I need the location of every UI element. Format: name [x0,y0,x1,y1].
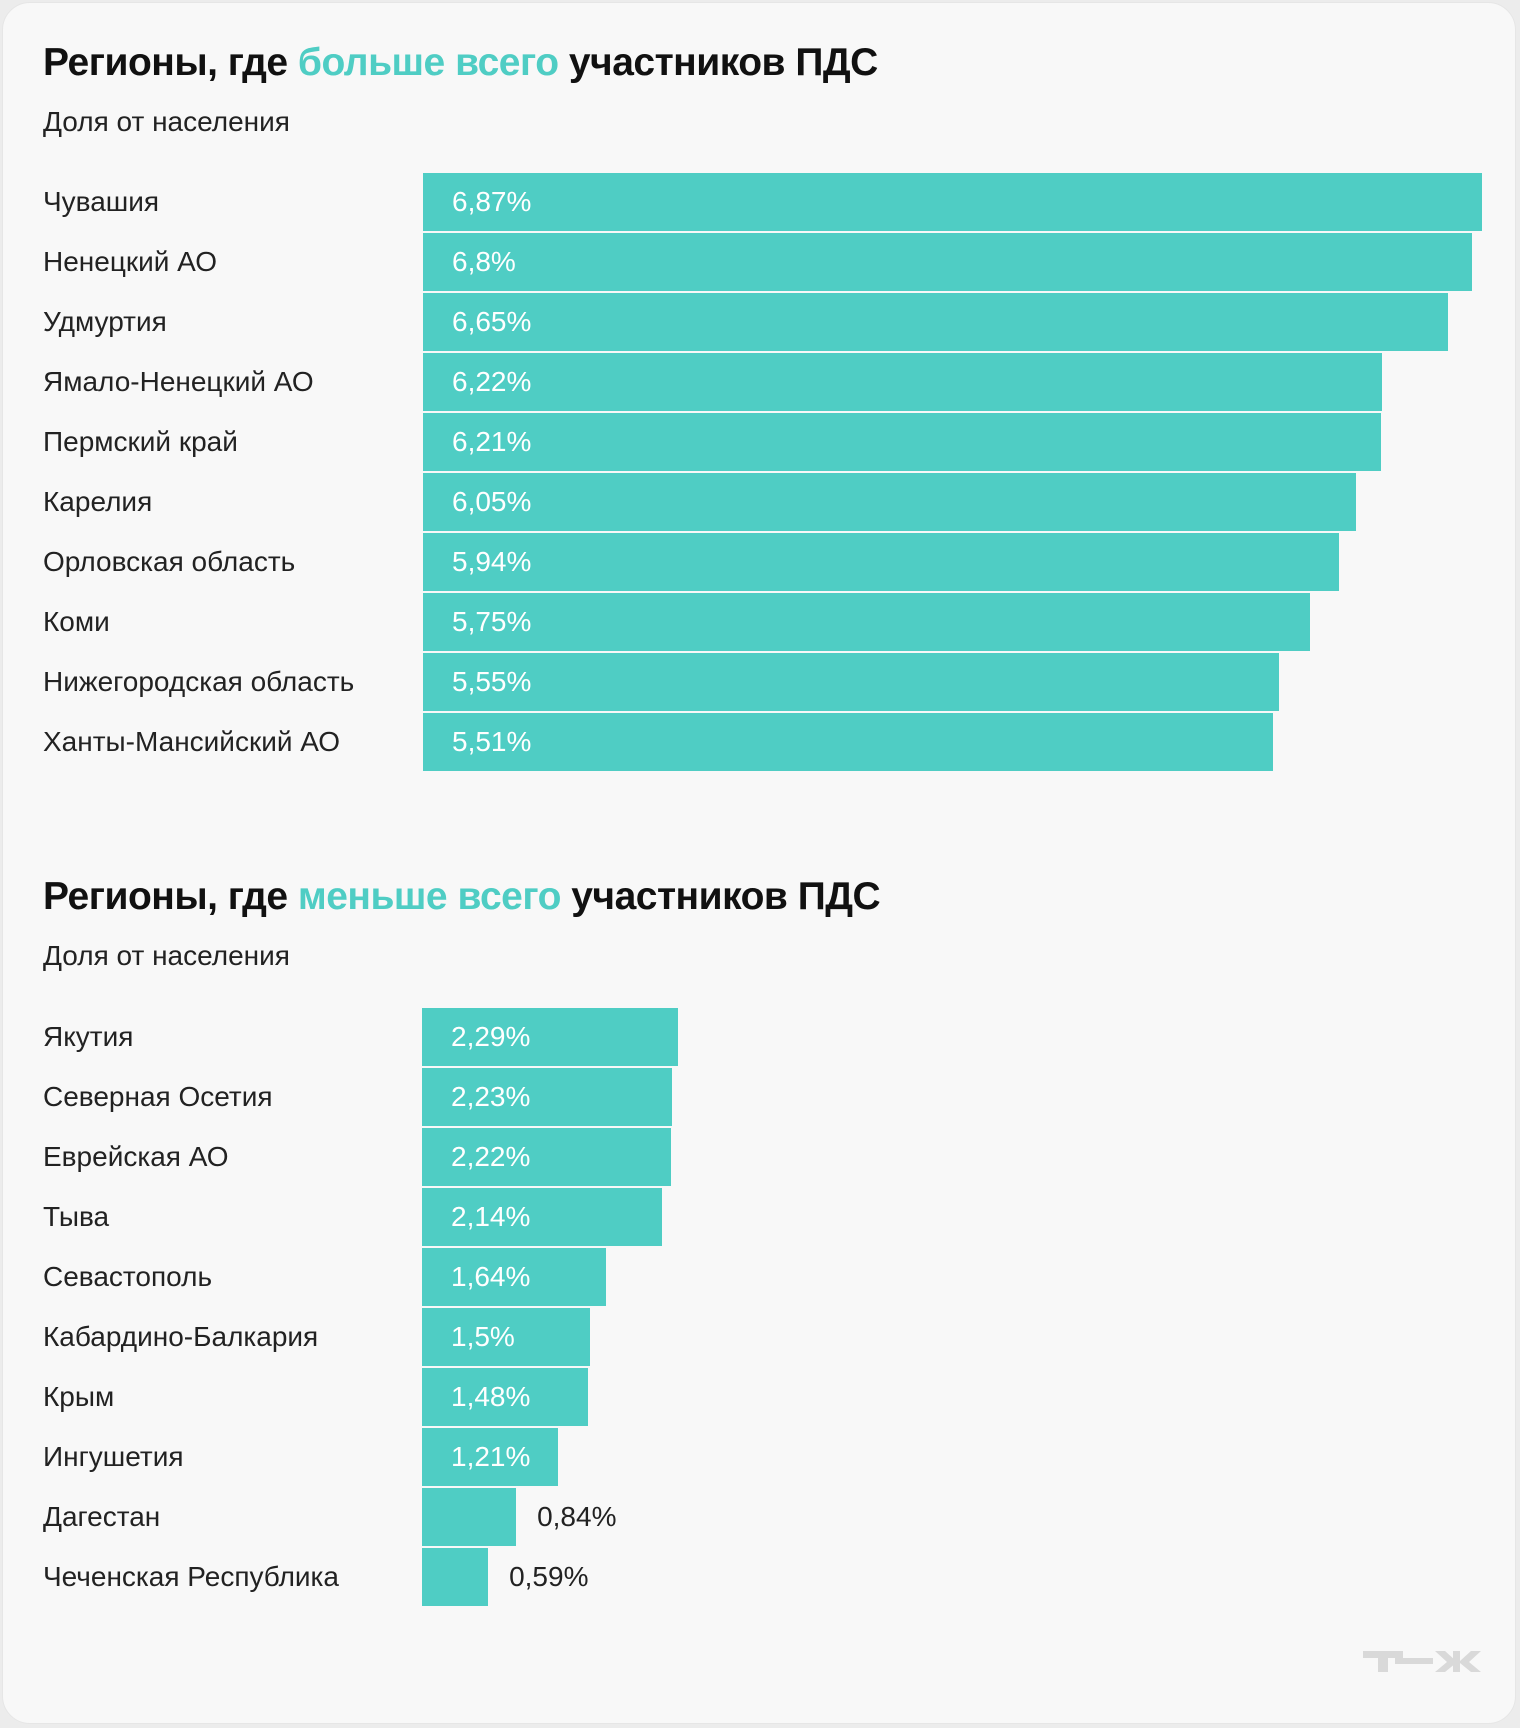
tzh-logo [1363,1651,1481,1672]
category-label: Карелия [43,486,153,517]
bar-row: Севастополь 1,64% [3,1248,1520,1306]
bar [422,1428,558,1486]
bar [423,653,1279,711]
bar-row: Тыва 2,14% [3,1188,1520,1246]
bar [422,1368,588,1426]
bar [423,173,1483,231]
category-label: Севастополь [43,1261,213,1292]
bar [423,413,1381,471]
chart-title-bottom: Регионы, где меньше всего участников ПДС [43,875,881,918]
bar [422,1008,679,1066]
bar [423,533,1339,591]
value-label: 6,22% [452,366,532,397]
value-label: 1,5% [451,1321,515,1352]
value-label: 2,14% [451,1201,531,1232]
value-label: 6,21% [452,426,532,457]
category-label: Чеченская Республика [43,1561,339,1592]
bar-row: Еврейская АО 2,22% [3,1128,1520,1186]
value-label: 5,51% [452,726,532,757]
category-label: Еврейская АО [43,1141,229,1172]
category-label: Якутия [43,1021,134,1052]
category-label: Северная Осетия [43,1081,273,1112]
category-label: Ненецкий АО [43,246,218,277]
chart-subtitle-top: Доля от населения [43,106,290,137]
category-label: Тыва [43,1201,110,1232]
value-label: 2,22% [451,1141,531,1172]
category-label: Удмуртия [43,306,167,337]
value-label: 1,64% [451,1261,531,1292]
bar-row: Ямало-Ненецкий АО 6,22% [3,353,1520,411]
value-label: 0,84% [537,1501,617,1532]
bar-row: Северная Осетия 2,23% [3,1068,1520,1126]
category-label: Ханты-Мансийский АО [43,726,341,757]
chart-subtitle-bottom: Доля от населения [43,940,290,971]
category-label: Пермский край [43,426,238,457]
category-label: Чувашия [43,186,160,217]
bar [422,1248,606,1306]
category-label: Нижегородская область [43,666,355,697]
value-label: 0,59% [509,1561,589,1592]
category-label: Кабардино-Балкария [43,1321,319,1352]
bar [422,1128,671,1186]
value-label: 2,29% [451,1021,531,1052]
bar-row: Чеченская Республика 0,59% [3,1548,1520,1606]
bar-row: Крым 1,48% [3,1368,1520,1426]
category-label: Ямало-Ненецкий АО [43,366,314,397]
category-label: Орловская область [43,546,296,577]
bar [422,1548,489,1606]
bar-row: Нижегородская область 5,55% [3,653,1520,711]
value-label: 5,75% [452,606,532,637]
bar-row: Чувашия 6,87% [3,173,1520,231]
bar-row: Якутия 2,29% [3,1008,1520,1066]
bar-row: Ханты-Мансийский АО 5,51% [3,713,1520,771]
bar [423,593,1310,651]
value-label: 6,65% [452,306,532,337]
value-label: 6,05% [452,486,532,517]
value-label: 5,94% [452,546,532,577]
bar-row: Пермский край 6,21% [3,413,1520,471]
bar-row: Карелия 6,05% [3,473,1520,531]
bar [423,293,1449,351]
bar-row: Дагестан 0,84% [3,1488,1520,1546]
value-label: 5,55% [452,666,532,697]
category-label: Дагестан [43,1501,161,1532]
value-label: 6,8% [452,246,516,277]
bar [422,1488,517,1546]
bar [423,233,1472,291]
bar [422,1308,590,1366]
bar-row: Орловская область 5,94% [3,533,1520,591]
value-label: 1,48% [451,1381,531,1412]
category-label: Коми [43,606,110,637]
category-label: Крым [43,1381,115,1412]
bar-row: Коми 5,75% [3,593,1520,651]
value-label: 2,23% [451,1081,531,1112]
value-label: 6,87% [452,186,532,217]
category-label: Ингушетия [43,1441,184,1472]
bar [422,1068,672,1126]
bar [423,473,1356,531]
bar [422,1188,662,1246]
bar [423,353,1383,411]
chart-title-top: Регионы, где больше всего участников ПДС [43,41,878,84]
value-label: 1,21% [451,1441,531,1472]
bar-row: Ненецкий АО 6,8% [3,233,1520,291]
bar [423,713,1273,771]
bar-row: Ингушетия 1,21% [3,1428,1520,1486]
bar-row: Удмуртия 6,65% [3,293,1520,351]
bar-row: Кабардино-Балкария 1,5% [3,1308,1520,1366]
